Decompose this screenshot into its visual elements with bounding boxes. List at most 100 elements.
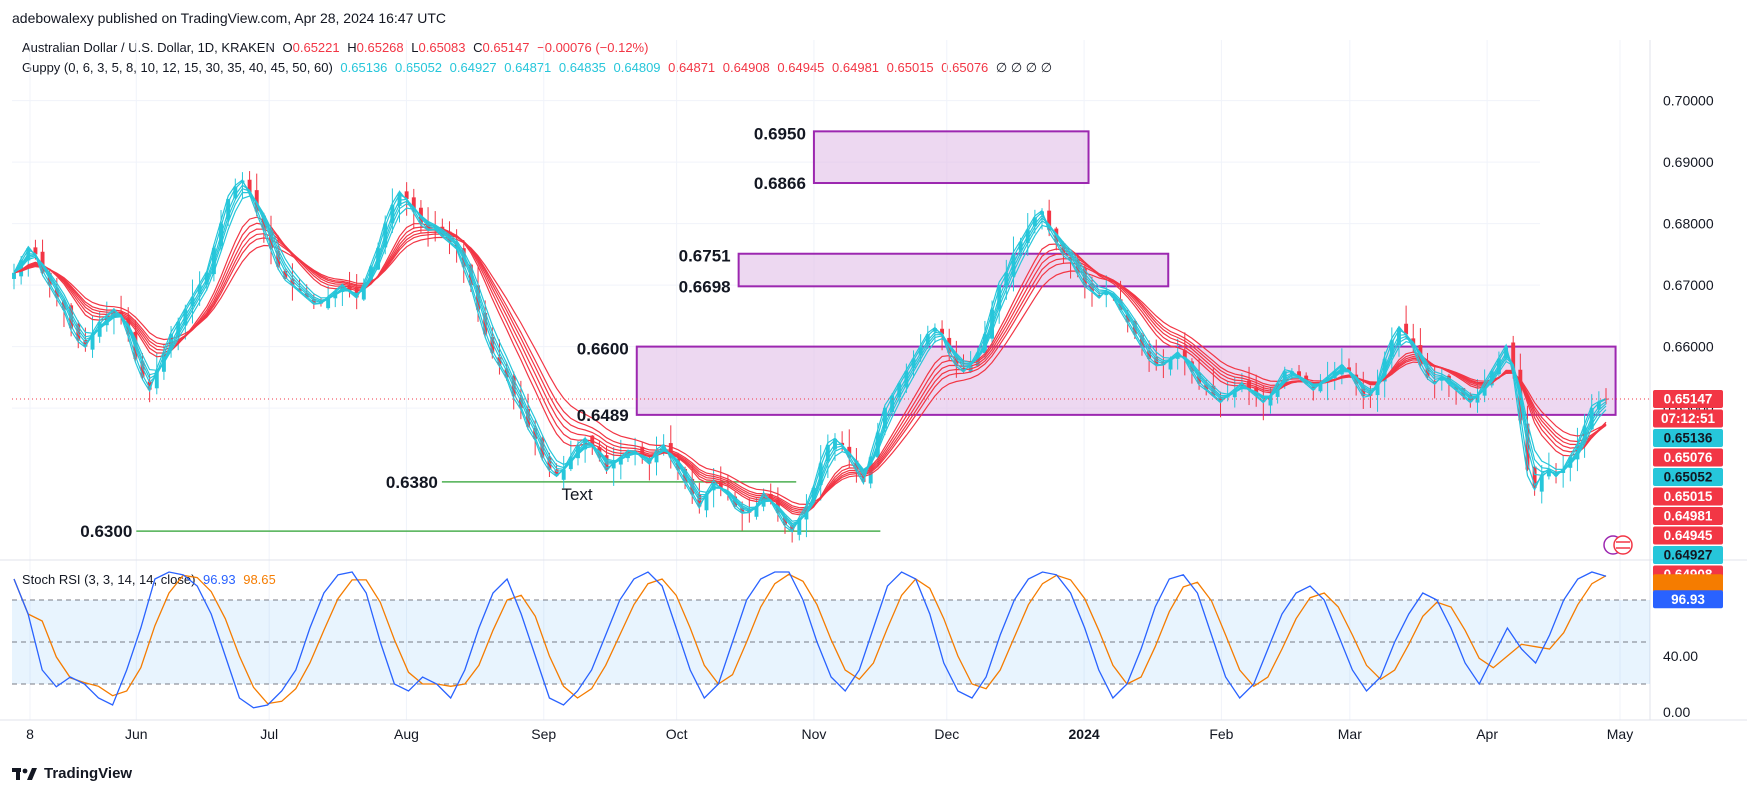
candle-body bbox=[361, 285, 366, 300]
candle-body bbox=[1446, 375, 1451, 384]
x-tick-label: May bbox=[1607, 726, 1633, 742]
candle-body bbox=[476, 285, 480, 310]
price-label: 0.65147 bbox=[1664, 392, 1713, 407]
guppy-short-ema bbox=[13, 184, 1607, 529]
stoch-y-tick: 80.00 bbox=[1663, 592, 1698, 608]
candle-body bbox=[1389, 340, 1394, 357]
guppy-short-1: 0.65052 bbox=[395, 60, 443, 75]
candle-body bbox=[418, 207, 423, 224]
candle-body bbox=[718, 482, 723, 489]
candle-body bbox=[754, 506, 759, 517]
candle-body bbox=[768, 493, 773, 501]
candle-body bbox=[1054, 228, 1059, 243]
candle-body bbox=[747, 509, 752, 513]
candle-body bbox=[1382, 358, 1387, 382]
candle-body bbox=[847, 446, 852, 458]
candle-body bbox=[1004, 272, 1009, 286]
candle-body bbox=[1461, 388, 1466, 396]
high-value: 0.65268 bbox=[356, 40, 404, 55]
flag-circle bbox=[1603, 535, 1623, 555]
candle-body bbox=[1225, 395, 1230, 398]
guppy-long-2: 0.64945 bbox=[777, 60, 825, 75]
candle-body bbox=[997, 285, 1002, 310]
x-tick-label: 8 bbox=[26, 726, 34, 742]
candle-body bbox=[733, 496, 737, 507]
candle-body bbox=[297, 288, 302, 292]
price-label-bg bbox=[1653, 507, 1723, 526]
candle-body bbox=[440, 226, 445, 236]
candle-body bbox=[1539, 475, 1544, 492]
candle-body bbox=[1482, 383, 1487, 396]
candle-body bbox=[1161, 361, 1166, 366]
candle-body bbox=[1411, 338, 1416, 347]
candles bbox=[12, 171, 1608, 543]
support-label: 0.6300 bbox=[80, 522, 132, 541]
candle-body bbox=[968, 365, 973, 372]
candle-body bbox=[1311, 386, 1316, 390]
candle-body bbox=[1468, 394, 1473, 402]
y-tick-label: 0.67000 bbox=[1663, 277, 1714, 293]
candle-body bbox=[583, 438, 588, 450]
candle-body bbox=[633, 451, 638, 455]
candle-body bbox=[818, 463, 823, 485]
y-tick-label: 0.69000 bbox=[1663, 154, 1714, 170]
guppy-long-ema bbox=[13, 222, 1607, 514]
candle-body bbox=[961, 367, 966, 372]
candle-body bbox=[790, 525, 795, 532]
x-tick-label: Aug bbox=[394, 726, 419, 742]
candle-body bbox=[1254, 387, 1259, 396]
candle-body bbox=[1475, 395, 1480, 403]
currency-flags-icon bbox=[1603, 535, 1633, 555]
candle-body bbox=[1268, 395, 1273, 406]
symbol-legend: Australian Dollar / U.S. Dollar, 1D, KRA… bbox=[22, 40, 652, 55]
candle-body bbox=[468, 264, 473, 286]
candle-body bbox=[226, 199, 231, 220]
candle-body bbox=[1568, 457, 1573, 468]
low-value: 0.65083 bbox=[418, 40, 466, 55]
candle-body bbox=[169, 334, 174, 350]
candle-body bbox=[219, 223, 223, 247]
candle-body bbox=[668, 443, 673, 458]
candle-body bbox=[561, 469, 566, 480]
stoch-d-value: 98.65 bbox=[243, 572, 276, 587]
tradingview-footer[interactable]: TradingView bbox=[12, 765, 132, 782]
stoch-legend: Stoch RSI (3, 3, 14, 14, close) 96.93 98… bbox=[22, 572, 280, 587]
candle-body bbox=[211, 248, 216, 275]
candle-body bbox=[697, 493, 702, 507]
candle-body bbox=[1604, 398, 1608, 400]
candle-body bbox=[176, 322, 181, 337]
support-label: 0.6380 bbox=[386, 473, 438, 492]
price-label: 07:12:51 bbox=[1661, 411, 1716, 426]
price-label-bg bbox=[1653, 448, 1723, 467]
guppy-tail: ∅ ∅ ∅ ∅ bbox=[995, 60, 1053, 75]
open-value: 0.65221 bbox=[292, 40, 340, 55]
candle-body bbox=[1211, 385, 1216, 396]
candle-body bbox=[533, 427, 538, 439]
candle-body bbox=[1132, 320, 1137, 335]
candle-body bbox=[1154, 357, 1159, 366]
x-tick-label: Dec bbox=[934, 726, 959, 742]
candle-body bbox=[1018, 242, 1023, 251]
candle-body bbox=[190, 297, 195, 307]
price-label: 0.65015 bbox=[1664, 489, 1713, 504]
guppy-short-2: 0.64927 bbox=[449, 60, 497, 75]
price-label-bg bbox=[1653, 526, 1723, 545]
candle-body bbox=[311, 298, 316, 304]
candle-body bbox=[626, 451, 630, 459]
candle-body bbox=[1182, 350, 1187, 359]
candle-body bbox=[12, 272, 16, 279]
candle-body bbox=[276, 250, 281, 267]
candle-body bbox=[1189, 361, 1194, 372]
candle-body bbox=[104, 315, 109, 326]
candle-body bbox=[283, 270, 288, 279]
support-lines bbox=[136, 481, 881, 532]
price-label: 0.64927 bbox=[1664, 548, 1713, 563]
candle-body bbox=[504, 369, 509, 378]
guppy-long-ema bbox=[13, 216, 1607, 516]
resistance-zones bbox=[635, 130, 1617, 416]
candle-body bbox=[383, 223, 388, 248]
candle-body bbox=[1347, 367, 1351, 372]
guppy-emas bbox=[12, 178, 1650, 533]
candle-body bbox=[775, 499, 780, 513]
